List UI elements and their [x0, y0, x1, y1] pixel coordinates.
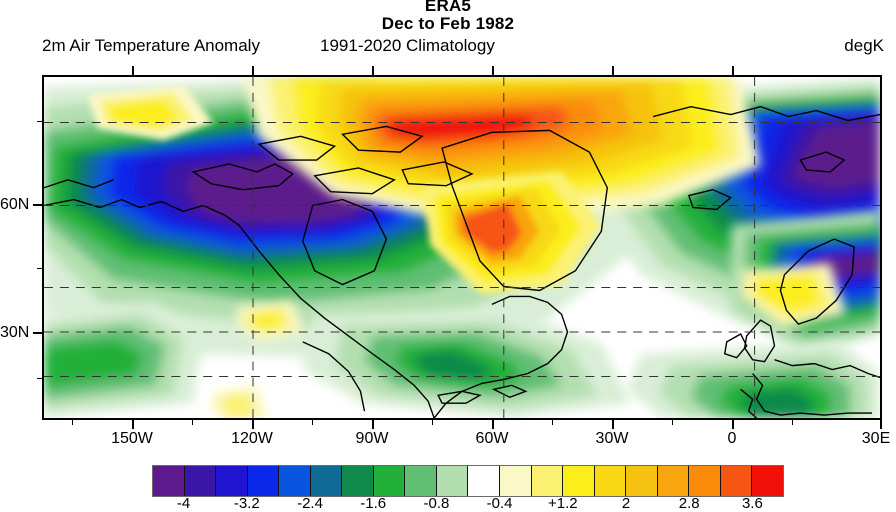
colorbar-cell-7: [373, 466, 406, 496]
x-tick-30e: [880, 420, 882, 429]
x-tick-60w: [492, 420, 494, 429]
contour-fill-cool-pacific: [44, 302, 204, 418]
colorbar-cell-6: [342, 466, 374, 496]
colorbar-tick-9: 3.6: [741, 495, 763, 512]
x-label-60w: 60W: [475, 430, 509, 447]
colorbar-cell-17: [689, 466, 721, 496]
x-tick-90w: [372, 420, 374, 429]
x-tick-top-30w: [612, 66, 614, 75]
x-tick-120w: [252, 420, 254, 429]
colorbar-cell-18: [720, 466, 753, 496]
x-tick-30w: [612, 420, 614, 429]
colorbar-tick-0: -4: [176, 495, 191, 512]
coastlines: [44, 105, 880, 418]
colorbar-tick-3: -1.6: [360, 495, 387, 512]
variable-label: 2m Air Temperature Anomaly: [42, 36, 260, 55]
x-tick-minor-15w: [672, 420, 673, 425]
colorbar-tick-5: -0.4: [486, 495, 513, 512]
x-tick-minor-135w: [192, 420, 193, 425]
contour-fill-warm-arctic: [243, 77, 761, 226]
x-tick-top-150w: [132, 66, 134, 75]
colorbar-cell-9: [436, 466, 469, 496]
x-label-30w: 30W: [595, 430, 629, 447]
x-tick-top-0: [732, 66, 734, 75]
colorbar-cell-5: [310, 466, 343, 496]
y-tick-minor-75n: [37, 121, 42, 122]
x-tick-top-90w: [372, 66, 374, 75]
x-tick-top-120w: [252, 66, 254, 75]
colorbar-cell-4: [279, 466, 311, 496]
y-tick-30n: [33, 332, 42, 334]
colorbar-cell-11: [500, 466, 532, 496]
x-label-0: 0: [727, 430, 737, 447]
x-tick-minor-15e: [792, 420, 793, 425]
colorbar-tick-4: -0.8: [423, 495, 450, 512]
x-tick-top-60w: [492, 66, 494, 75]
map-gridlines: [44, 77, 880, 418]
dataset-title: ERA5: [424, 0, 472, 15]
colorbar-tick-6: +1.2: [547, 495, 578, 512]
colorbar-cell-14: [594, 466, 627, 496]
colorbar-cell-12: [531, 466, 564, 496]
y-label-60n: 60N: [0, 196, 30, 213]
colorbar-tick-2: -2.4: [297, 495, 323, 512]
anomaly-map[interactable]: [42, 75, 882, 420]
colorbar-cell-10: [468, 466, 501, 496]
x-label-150w: 150W: [111, 430, 153, 447]
colorbar-tick-1: -3.2: [233, 495, 260, 512]
colorbar-cell-2: [216, 466, 248, 496]
colorbar-cell-0: [153, 466, 185, 496]
x-tick-150w: [132, 420, 134, 429]
colorbar-cell-8: [405, 466, 437, 496]
colorbar-cell-1: [184, 466, 217, 496]
colorbar-cell-19: [752, 466, 783, 496]
y-tick-60n: [33, 204, 42, 206]
y-tick-minor-45n: [37, 268, 42, 269]
contour-fill-cool-tropics: [627, 341, 880, 418]
y-tick-minor-15n: [37, 378, 42, 379]
colorbar-cell-16: [657, 466, 690, 496]
colorbar[interactable]: [152, 465, 784, 497]
x-tick-minor-165w: [72, 420, 73, 425]
x-label-30e: 30E: [861, 430, 891, 447]
colorbar-tick-8: 2.8: [678, 495, 700, 512]
units-label: degK: [844, 36, 884, 55]
x-tick-minor-75w: [432, 420, 433, 425]
colorbar-tick-labels: -4 -3.2 -2.4 -1.6 -0.8 -0.4 +1.2 2 2.8 3…: [152, 495, 784, 512]
y-label-30n: 30N: [0, 324, 30, 341]
x-tick-minor-45w: [552, 420, 553, 425]
colorbar-cell-13: [563, 466, 595, 496]
colorbar-cell-15: [626, 466, 658, 496]
period-title: Dec to Feb 1982: [381, 14, 515, 33]
colorbar-cell-3: [247, 466, 280, 496]
contour-fill-warm-greenland: [422, 171, 602, 295]
climatology-label: 1991-2020 Climatology: [320, 36, 495, 55]
colorbar-tick-7: 2: [621, 495, 631, 512]
x-label-90w: 90W: [355, 430, 389, 447]
x-tick-0: [732, 420, 734, 429]
contour-fill-cool-southeast: [302, 310, 632, 418]
x-label-120w: 120W: [231, 430, 273, 447]
map-canvas: [44, 77, 880, 418]
x-tick-minor-105w: [312, 420, 313, 425]
